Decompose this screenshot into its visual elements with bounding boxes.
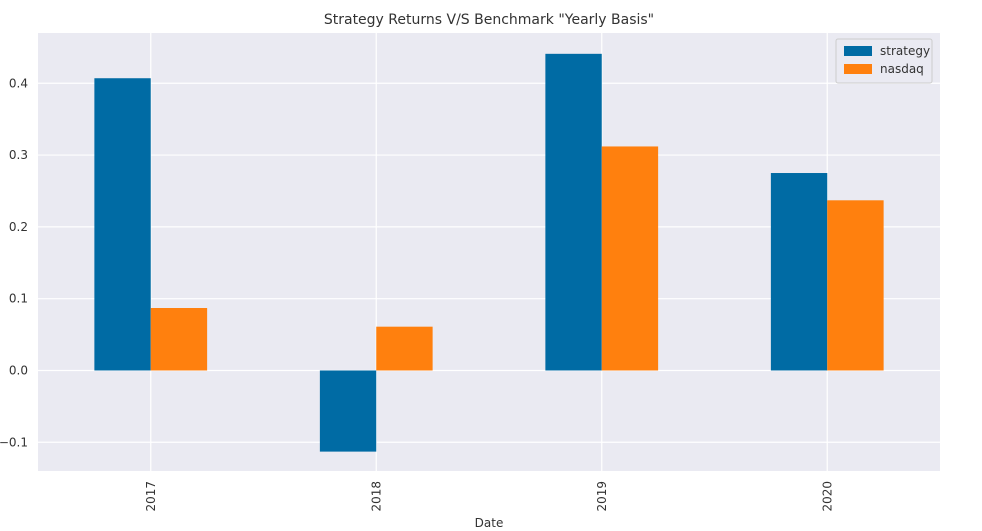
bar-strategy-2020 — [770, 173, 828, 371]
y-tick-label: 0.1 — [9, 292, 28, 306]
x-tick-label: 2017 — [144, 481, 158, 512]
x-axis: 2017 2018 2019 2020 — [144, 481, 835, 512]
bar-nasdaq-2020 — [827, 200, 884, 371]
bar-strategy-2017 — [94, 78, 151, 371]
bar-nasdaq-2017 — [150, 308, 208, 371]
y-tick-label: 0.3 — [9, 148, 28, 162]
bar-nasdaq-2019 — [601, 146, 659, 371]
y-axis: −0.1 0.0 0.1 0.2 0.3 0.4 — [0, 76, 28, 449]
legend-label-strategy: strategy — [880, 44, 930, 58]
y-tick-label: 0.4 — [9, 76, 28, 90]
x-axis-label: Date — [475, 516, 504, 530]
bar-nasdaq-2018 — [376, 326, 433, 371]
legend-label-nasdaq: nasdaq — [880, 62, 924, 76]
bar-strategy-2019 — [545, 53, 602, 371]
chart-title: Strategy Returns V/S Benchmark "Yearly B… — [324, 12, 654, 28]
legend-swatch-nasdaq — [844, 64, 872, 74]
x-tick-label: 2020 — [820, 481, 834, 512]
legend-swatch-strategy — [844, 46, 872, 56]
bars — [94, 53, 884, 452]
bar-strategy-2018 — [319, 370, 377, 452]
x-tick-label: 2018 — [369, 481, 383, 512]
x-tick-label: 2019 — [595, 481, 609, 512]
legend: strategy nasdaq — [835, 38, 933, 84]
y-tick-label: 0.2 — [9, 220, 28, 234]
y-tick-label: −0.1 — [0, 435, 28, 449]
y-tick-label: 0.0 — [9, 363, 28, 377]
